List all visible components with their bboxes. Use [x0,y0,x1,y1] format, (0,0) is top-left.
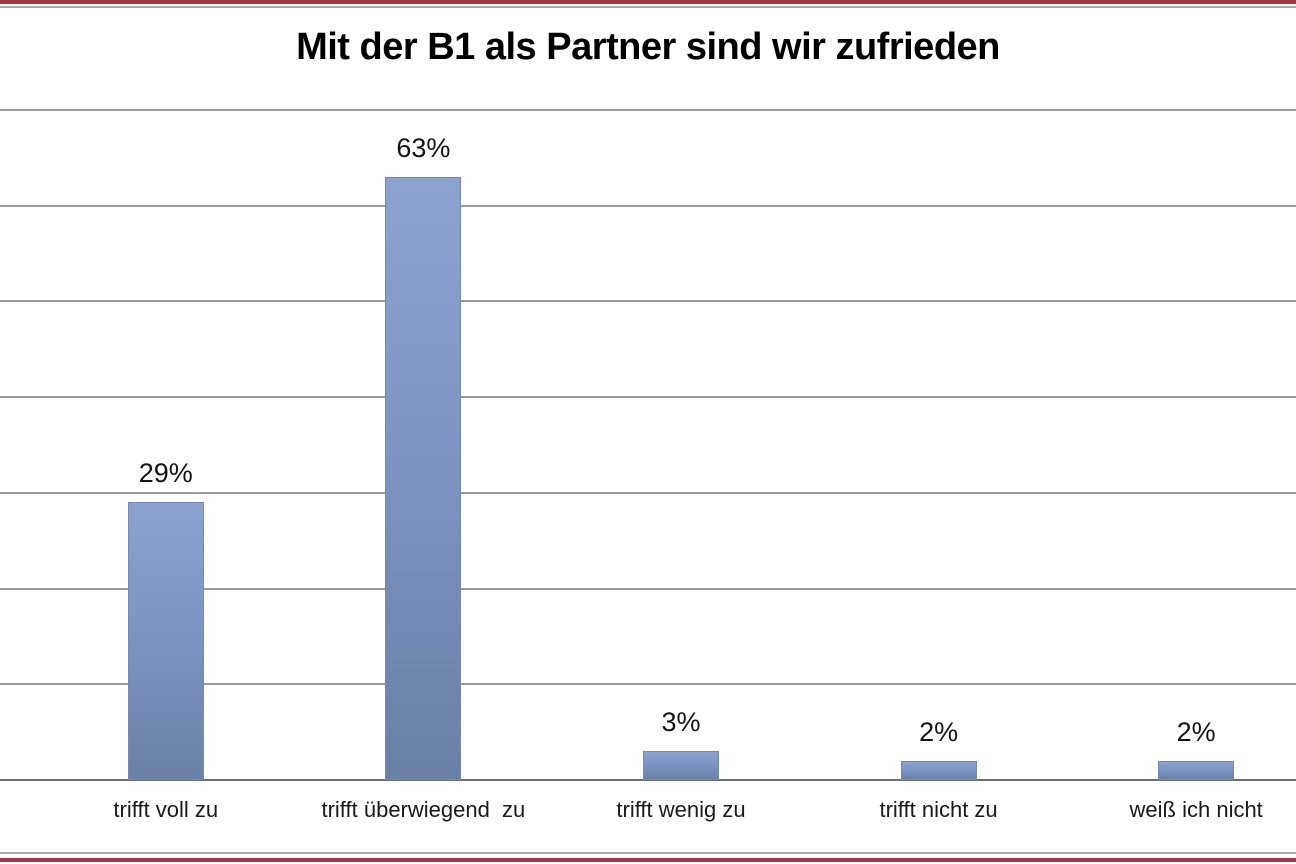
bar-column: 63% [295,110,553,780]
top-border-gray-line [0,6,1296,8]
gridline [0,587,1296,590]
x-axis-category-label: trifft voll zu [113,797,219,822]
bar [642,751,719,780]
x-axis-category-label: trifft nicht zu [879,797,998,822]
gridline [0,491,1296,494]
gridline [0,396,1296,399]
bar-column: 3% [552,110,810,780]
bottom-border-gray-line [0,852,1296,854]
x-axis-category-label: weiß ich nicht [1129,797,1263,822]
x-axis-category-label: trifft wenig zu [616,797,746,822]
bar-series: 29% 63% 3% 2% 2% [37,110,1296,780]
bar-column: 2% [810,110,1068,780]
bar-column: 2% [1067,110,1296,780]
bar-value-label: 63% [396,133,451,163]
x-axis-labels: trifft voll zu trifft überwiegend zu triff… [37,797,1296,833]
bar [127,502,204,780]
gridline [0,204,1296,207]
bar [385,177,462,780]
bar [900,760,977,780]
bar-value-label: 3% [661,707,701,738]
bar-value-label: 2% [1176,716,1216,747]
plot-gridlines [0,109,1296,781]
gridline [0,109,1296,111]
bar-value-label: 29% [138,458,193,489]
gridline [0,300,1296,303]
bar [1158,760,1235,780]
bottom-border-red-line [0,858,1296,862]
gridline [0,683,1296,686]
chart-title: Mit der B1 als Partner sind wir zufriede… [296,26,1000,68]
top-border-red-line [0,0,1296,4]
x-axis-category-label: trifft überwiegend zu [321,797,526,822]
bar-column: 29% [37,110,295,780]
bar-value-label: 2% [919,716,959,747]
x-axis-line [0,779,1296,781]
